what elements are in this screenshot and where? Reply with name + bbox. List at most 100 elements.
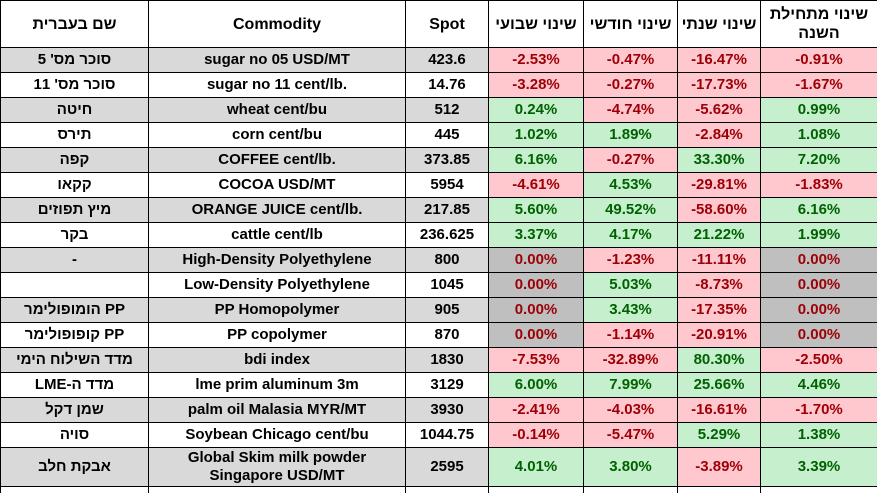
ytd-change-cell: 0.00% xyxy=(761,273,877,298)
weekly-change-cell: 1.02% xyxy=(489,123,584,148)
spot-cell: 3930 xyxy=(406,398,489,423)
spot-cell: 1830 xyxy=(406,348,489,373)
ytd-change-cell: 1.38% xyxy=(761,423,877,448)
yearly-change-cell: -17.73% xyxy=(678,73,761,98)
commodity-cell: PP copolymer xyxy=(149,323,406,348)
commodity-cell: COCOA USD/MT xyxy=(149,173,406,198)
hebrew-name-cell: סוכר מס' 5 xyxy=(1,48,149,73)
commodity-cell: cattle cent/lb xyxy=(149,223,406,248)
hebrew-name-cell xyxy=(1,273,149,298)
yearly-change-cell: -3.89% xyxy=(678,448,761,487)
table-row: PP קופופולימר PP copolymer 870 0.00% -1.… xyxy=(1,323,877,348)
table-row: שמן דקל palm oil Malasia MYR/MT 3930 -2.… xyxy=(1,398,877,423)
spot-cell: 1044.75 xyxy=(406,423,489,448)
col-header-yearly-change: שינוי שנתי xyxy=(678,1,761,48)
hebrew-name-cell: סוכר מס' 11 xyxy=(1,73,149,98)
empty-cell xyxy=(678,487,761,493)
commodity-cell: bdi index xyxy=(149,348,406,373)
table-row: בקר cattle cent/lb 236.625 3.37% 4.17% 2… xyxy=(1,223,877,248)
commodity-cell: Low-Density Polyethylene xyxy=(149,273,406,298)
spot-cell: 236.625 xyxy=(406,223,489,248)
spot-cell: 512 xyxy=(406,98,489,123)
monthly-change-cell: -4.74% xyxy=(584,98,678,123)
ytd-change-cell: 7.20% xyxy=(761,148,877,173)
spot-cell: 445 xyxy=(406,123,489,148)
table-row: מדד ה-LME lme prim aluminum 3m 3129 6.00… xyxy=(1,373,877,398)
weekly-change-cell: 4.01% xyxy=(489,448,584,487)
hebrew-name-cell: חיטה xyxy=(1,98,149,123)
yearly-change-cell: -17.35% xyxy=(678,298,761,323)
ytd-change-cell: 0.99% xyxy=(761,98,877,123)
table-row: Low-Density Polyethylene 1045 0.00% 5.03… xyxy=(1,273,877,298)
table-row: מיץ תפוזים ORANGE JUICE cent/lb. 217.85 … xyxy=(1,198,877,223)
monthly-change-cell: 1.89% xyxy=(584,123,678,148)
table-row: סוכר מס' 5 sugar no 05 USD/MT 423.6 -2.5… xyxy=(1,48,877,73)
commodity-cell: sugar no 11 cent/lb. xyxy=(149,73,406,98)
col-header-hebrew-name: שם בעברית xyxy=(1,1,149,48)
spot-cell: 217.85 xyxy=(406,198,489,223)
weekly-change-cell: 5.60% xyxy=(489,198,584,223)
monthly-change-cell: -0.47% xyxy=(584,48,678,73)
hebrew-name-cell: מיץ תפוזים xyxy=(1,198,149,223)
monthly-change-cell: -1.14% xyxy=(584,323,678,348)
weekly-change-cell: -3.28% xyxy=(489,73,584,98)
hebrew-name-cell: שמן דקל xyxy=(1,398,149,423)
table-row: תירס corn cent/bu 445 1.02% 1.89% -2.84%… xyxy=(1,123,877,148)
yearly-change-cell: 5.29% xyxy=(678,423,761,448)
yearly-change-cell: 25.66% xyxy=(678,373,761,398)
col-header-monthly-change: שינוי חודשי xyxy=(584,1,678,48)
spot-cell: 1045 xyxy=(406,273,489,298)
hebrew-name-cell: מדד השילוח הימי xyxy=(1,348,149,373)
commodity-cell: wheat cent/bu xyxy=(149,98,406,123)
ytd-change-cell: -1.67% xyxy=(761,73,877,98)
partial-next-row xyxy=(1,487,877,493)
ytd-change-cell: 1.08% xyxy=(761,123,877,148)
hebrew-name-cell: PP קופופולימר xyxy=(1,323,149,348)
yearly-change-cell: -11.11% xyxy=(678,248,761,273)
table-row: קפה COFFEE cent/lb. 373.85 6.16% -0.27% … xyxy=(1,148,877,173)
weekly-change-cell: 0.00% xyxy=(489,298,584,323)
yearly-change-cell: -5.62% xyxy=(678,98,761,123)
ytd-change-cell: 0.00% xyxy=(761,248,877,273)
monthly-change-cell: 3.80% xyxy=(584,448,678,487)
commodity-cell: lme prim aluminum 3m xyxy=(149,373,406,398)
hebrew-name-cell: תירס xyxy=(1,123,149,148)
spot-cell: 14.76 xyxy=(406,73,489,98)
yearly-change-cell: 21.22% xyxy=(678,223,761,248)
commodity-cell: PP Homopolymer xyxy=(149,298,406,323)
yearly-change-cell: -8.73% xyxy=(678,273,761,298)
hebrew-name-cell: אבקת חלב xyxy=(1,448,149,487)
hebrew-name-cell: - xyxy=(1,248,149,273)
header-row: שם בעברית Commodity Spot שינוי שבועי שינ… xyxy=(1,1,877,48)
table-row: חיטה wheat cent/bu 512 0.24% -4.74% -5.6… xyxy=(1,98,877,123)
commodity-cell: Global Skim milk powder Singapore USD/MT xyxy=(149,448,406,487)
ytd-change-cell: 6.16% xyxy=(761,198,877,223)
weekly-change-cell: -2.53% xyxy=(489,48,584,73)
table-row: קקאו COCOA USD/MT 5954 -4.61% 4.53% -29.… xyxy=(1,173,877,198)
weekly-change-cell: 0.00% xyxy=(489,323,584,348)
monthly-change-cell: 3.43% xyxy=(584,298,678,323)
spot-cell: 5954 xyxy=(406,173,489,198)
ytd-change-cell: 0.00% xyxy=(761,323,877,348)
monthly-change-cell: -4.03% xyxy=(584,398,678,423)
weekly-change-cell: 3.37% xyxy=(489,223,584,248)
spot-cell: 423.6 xyxy=(406,48,489,73)
weekly-change-cell: -0.14% xyxy=(489,423,584,448)
table-row: סוכר מס' 11 sugar no 11 cent/lb. 14.76 -… xyxy=(1,73,877,98)
commodity-cell: Soybean Chicago cent/bu xyxy=(149,423,406,448)
hebrew-name-cell: בקר xyxy=(1,223,149,248)
weekly-change-cell: -7.53% xyxy=(489,348,584,373)
hebrew-name-cell: קפה xyxy=(1,148,149,173)
spot-cell: 3129 xyxy=(406,373,489,398)
weekly-change-cell: 6.16% xyxy=(489,148,584,173)
yearly-change-cell: -16.61% xyxy=(678,398,761,423)
ytd-change-cell: -2.50% xyxy=(761,348,877,373)
spot-cell: 373.85 xyxy=(406,148,489,173)
hebrew-name-cell: PP הומופולימר xyxy=(1,298,149,323)
empty-cell xyxy=(149,487,406,493)
col-header-weekly-change: שינוי שבועי xyxy=(489,1,584,48)
hebrew-name-cell: קקאו xyxy=(1,173,149,198)
commodity-cell: corn cent/bu xyxy=(149,123,406,148)
monthly-change-cell: -0.27% xyxy=(584,73,678,98)
